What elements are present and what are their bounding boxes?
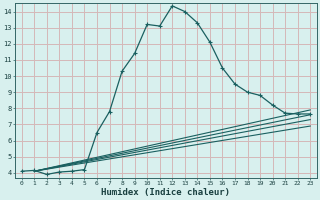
X-axis label: Humidex (Indice chaleur): Humidex (Indice chaleur) bbox=[101, 188, 230, 197]
